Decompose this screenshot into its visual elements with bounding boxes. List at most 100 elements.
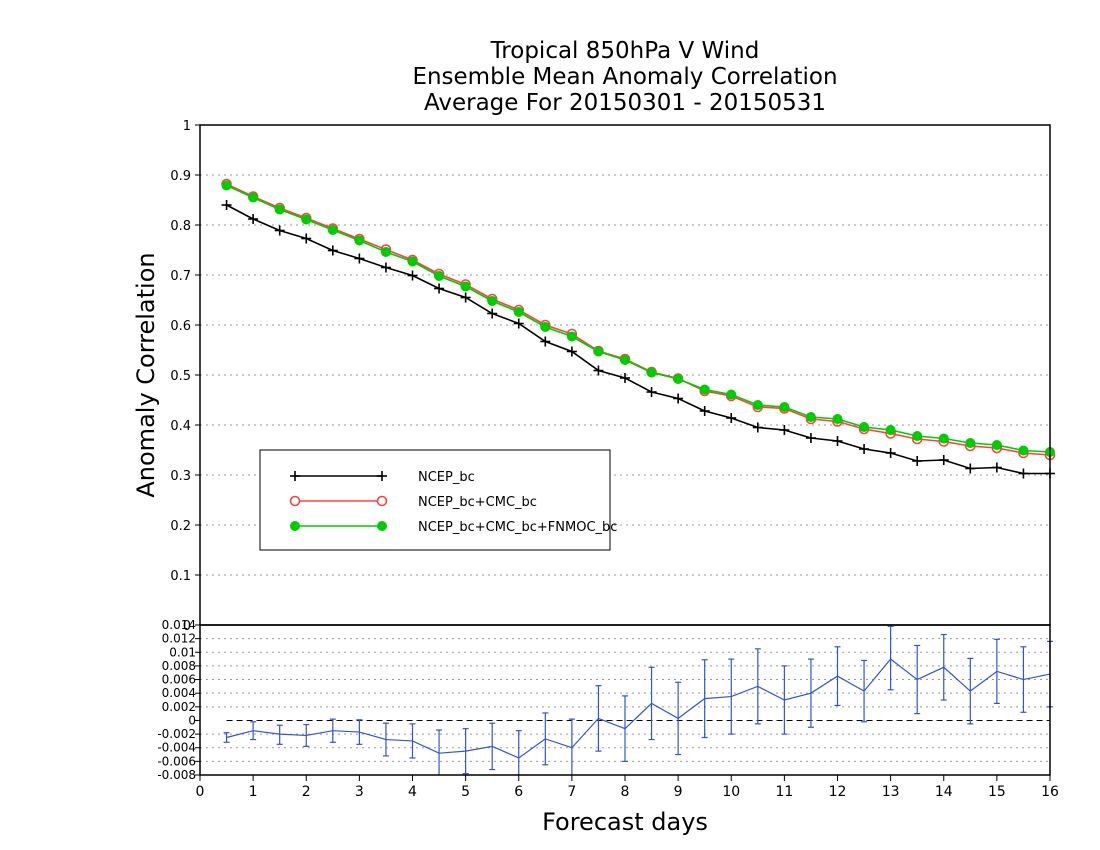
point-marker bbox=[274, 225, 285, 236]
point-marker bbox=[460, 292, 471, 303]
error-bar bbox=[887, 625, 894, 691]
x-tick-label: 3 bbox=[355, 784, 364, 800]
point-marker bbox=[673, 393, 684, 404]
legend-marker bbox=[377, 521, 387, 531]
point-marker bbox=[859, 444, 870, 454]
point-marker bbox=[991, 440, 1002, 450]
point-marker bbox=[752, 400, 763, 410]
error-bar bbox=[436, 729, 443, 775]
point-marker bbox=[566, 331, 577, 342]
y-tick-label: 0.9 bbox=[170, 169, 191, 184]
x-tick-label: 11 bbox=[775, 784, 793, 800]
point-marker bbox=[248, 214, 259, 224]
x-tick-label: 2 bbox=[302, 784, 311, 800]
point-marker bbox=[380, 247, 391, 257]
legend-label: NCEP_bc bbox=[418, 470, 475, 485]
diff-y-tick-label: -0.002 bbox=[157, 727, 196, 741]
x-tick-label: 5 bbox=[461, 784, 470, 800]
point-marker bbox=[726, 389, 737, 400]
point-marker bbox=[673, 374, 684, 384]
point-marker bbox=[593, 365, 604, 376]
point-marker bbox=[327, 245, 338, 256]
x-tick-label: 8 bbox=[621, 784, 630, 800]
point-marker bbox=[938, 433, 949, 444]
point-marker bbox=[699, 406, 710, 416]
x-tick-label: 4 bbox=[408, 784, 417, 800]
chart-title-line-2: Ensemble Mean Anomaly Correlation bbox=[412, 64, 838, 90]
legend-marker bbox=[290, 471, 300, 481]
point-marker bbox=[991, 462, 1002, 473]
series-line-0 bbox=[226, 204, 1050, 475]
main-panel: 0 0.1 0.2 0.3 0.4 0.5 0.6 0.7 0.8 0.9 1 bbox=[170, 119, 1056, 634]
point-marker bbox=[620, 373, 630, 383]
x-axis-title: Forecast days bbox=[542, 808, 708, 836]
point-marker bbox=[354, 235, 365, 246]
chart-title-line-3: Average For 20150301 - 20150531 bbox=[423, 90, 827, 116]
point-marker bbox=[805, 433, 816, 443]
point-marker bbox=[646, 387, 657, 397]
x-tick-label: 16 bbox=[1041, 784, 1059, 800]
point-marker bbox=[620, 355, 630, 365]
point-marker bbox=[965, 463, 976, 474]
point-marker bbox=[434, 271, 445, 281]
diff-y-tick-label: 0.012 bbox=[162, 632, 196, 646]
y-tick-label: 0.5 bbox=[170, 369, 191, 384]
y-tick-label: 0.8 bbox=[170, 219, 191, 234]
diff-y-tick-label: 0.004 bbox=[162, 686, 196, 700]
legend-label: NCEP_bc+CMC_bc+FNMOC_bc bbox=[418, 520, 617, 535]
error-bar bbox=[515, 730, 522, 775]
point-marker bbox=[513, 307, 524, 317]
point-marker bbox=[221, 200, 232, 210]
point-marker bbox=[593, 346, 604, 357]
point-marker bbox=[487, 308, 498, 319]
y-tick-label: 0.7 bbox=[170, 269, 191, 284]
y-tick-label: 1 bbox=[183, 119, 191, 134]
x-tick-label: 13 bbox=[882, 784, 900, 800]
point-marker bbox=[726, 413, 737, 423]
point-marker bbox=[885, 425, 896, 435]
y-tick-label: 0.1 bbox=[170, 569, 191, 584]
point-marker bbox=[779, 402, 790, 412]
point-marker bbox=[301, 233, 312, 244]
point-marker bbox=[460, 281, 471, 292]
chart-title-line-1: Tropical 850hPa V Wind bbox=[490, 38, 760, 64]
point-marker bbox=[380, 262, 391, 273]
x-tick-label: 0 bbox=[196, 784, 205, 800]
point-marker bbox=[327, 225, 338, 235]
x-tick-label: 10 bbox=[722, 784, 740, 800]
point-marker bbox=[832, 414, 843, 424]
point-marker bbox=[805, 412, 816, 422]
point-marker bbox=[965, 438, 976, 448]
y-axis-title: Anomaly Correlation bbox=[132, 252, 160, 498]
point-marker bbox=[885, 448, 896, 458]
legend-box bbox=[259, 449, 611, 551]
point-marker bbox=[301, 214, 312, 225]
legend-marker bbox=[290, 521, 300, 531]
point-marker bbox=[540, 336, 551, 347]
point-marker bbox=[434, 283, 445, 294]
point-marker bbox=[699, 384, 710, 395]
diff-y-tick-label: 0.01 bbox=[169, 645, 196, 659]
diff-y-tick-label: -0.004 bbox=[157, 741, 196, 755]
legend-marker bbox=[377, 471, 387, 481]
difference-line bbox=[226, 658, 1051, 759]
point-marker bbox=[513, 318, 524, 329]
point-marker bbox=[221, 180, 232, 191]
point-marker bbox=[859, 422, 870, 432]
point-marker bbox=[646, 367, 657, 378]
y-tick-label: 0.4 bbox=[170, 419, 191, 434]
point-marker bbox=[1018, 468, 1029, 479]
point-marker bbox=[354, 253, 365, 264]
x-tick-label: 1 bbox=[249, 784, 258, 800]
legend: NCEP_bc NCEP_bc+CMC_bc NCEP_bc+CMC_bc+FNMO… bbox=[259, 449, 617, 551]
diff-y-tick-label: 0.014 bbox=[162, 618, 196, 632]
x-tick-label: 14 bbox=[935, 784, 953, 800]
point-marker bbox=[407, 256, 418, 267]
point-marker bbox=[912, 431, 923, 441]
point-marker bbox=[248, 192, 259, 203]
x-tick-label: 6 bbox=[514, 784, 523, 800]
point-marker bbox=[540, 322, 551, 332]
y-tick-label: 0.3 bbox=[170, 469, 191, 484]
point-marker bbox=[832, 436, 843, 446]
